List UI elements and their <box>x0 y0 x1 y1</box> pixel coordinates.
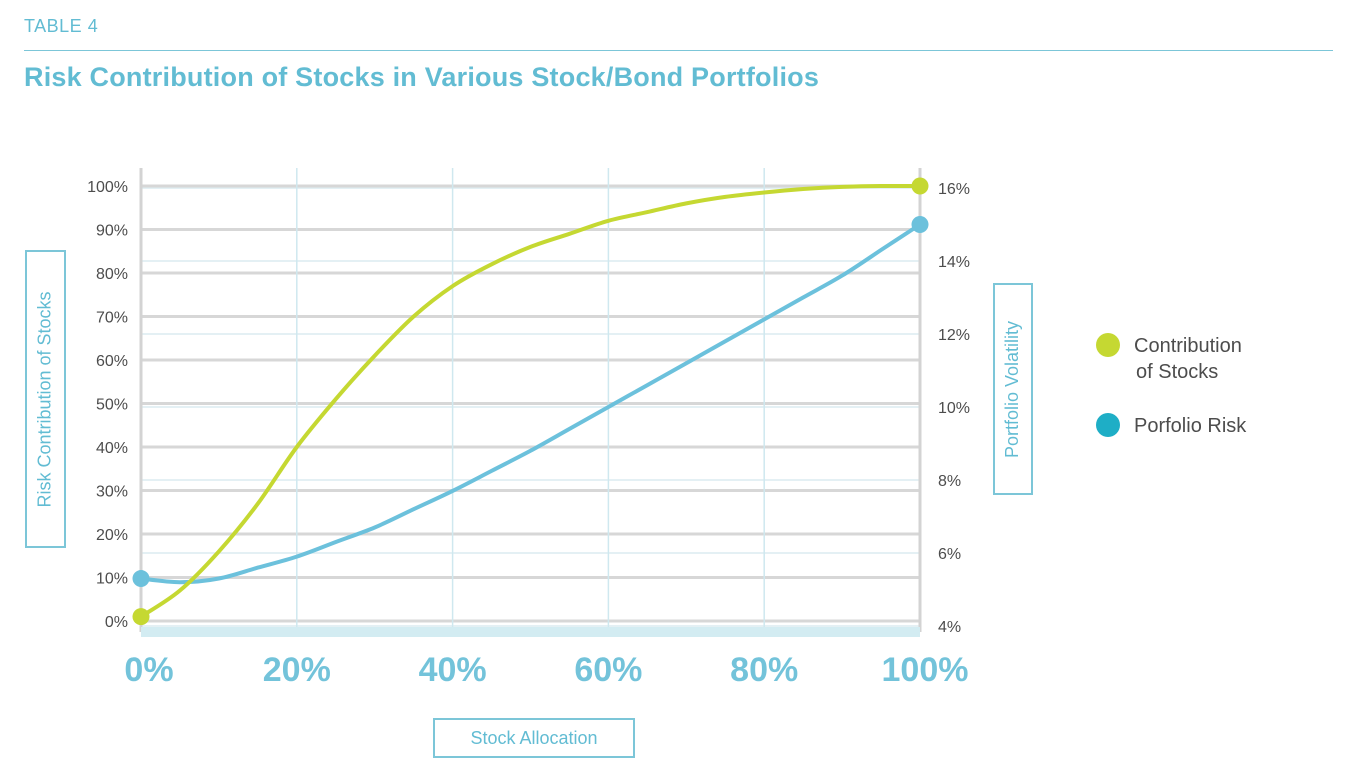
risk-end-point <box>911 216 929 233</box>
x-tick-label: 0% <box>124 651 173 689</box>
y-tick-label: 0% <box>105 614 128 631</box>
contribution-end-point <box>911 177 929 195</box>
y-axis-title-box: Risk Contribution of Stocks <box>25 250 66 548</box>
y-tick-label: 100% <box>87 179 128 196</box>
x-tick-label: 100% <box>882 651 969 689</box>
y-tick-label: 70% <box>96 310 128 327</box>
legend-item-risk: Porfolio Risk <box>1096 413 1274 439</box>
y2-tick-label: 14% <box>938 254 970 271</box>
x-tick-label: 20% <box>263 651 331 689</box>
header-divider <box>24 50 1333 51</box>
y-tick-label: 80% <box>96 266 128 283</box>
x-tick-label: 40% <box>419 651 487 689</box>
legend-item-contribution: Contribution of Stocks <box>1096 333 1274 385</box>
legend-label-line: of Stocks <box>1136 361 1219 383</box>
page-title: Risk Contribution of Stocks in Various S… <box>24 62 820 92</box>
x-axis-title: Stock Allocation <box>470 727 598 748</box>
legend-label-contribution: Contribution of Stocks <box>1134 333 1274 385</box>
y2-tick-label: 16% <box>938 181 970 198</box>
legend-label-risk: Porfolio Risk <box>1134 415 1247 437</box>
y2-axis-title-box: Portfolio Volatility <box>993 283 1033 495</box>
legend-label-line: Contribution <box>1134 335 1242 357</box>
y-tick-label: 40% <box>96 440 128 457</box>
y2-tick-label: 10% <box>938 400 970 417</box>
legend-dot-contribution <box>1096 333 1120 357</box>
x-tick-label: 60% <box>574 651 642 689</box>
y2-tick-label: 8% <box>938 473 961 490</box>
y-tick-label: 30% <box>96 484 128 501</box>
y-tick-label: 20% <box>96 527 128 544</box>
y-tick-label: 60% <box>96 353 128 370</box>
x-axis-title-box: Stock Allocation <box>433 718 635 758</box>
y-tick-label: 10% <box>96 571 128 588</box>
contribution-start-point <box>132 608 150 626</box>
y-tick-label: 90% <box>96 223 128 240</box>
contribution-line <box>139 183 922 619</box>
risk-line <box>139 222 922 585</box>
y2-tick-label: 4% <box>938 619 961 636</box>
y-tick-label: 50% <box>96 397 128 414</box>
table-label: TABLE 4 <box>24 16 99 36</box>
legend-dot-risk <box>1096 413 1120 437</box>
risk-start-point <box>132 570 150 588</box>
y2-tick-label: 6% <box>938 546 961 563</box>
y2-tick-label: 12% <box>938 327 970 344</box>
x-axis-band <box>141 627 920 637</box>
x-tick-label: 80% <box>730 651 798 689</box>
